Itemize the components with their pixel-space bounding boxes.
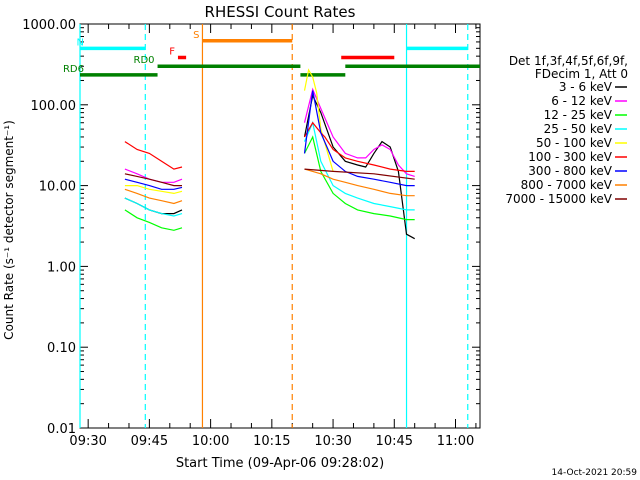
series-line bbox=[124, 120, 415, 217]
series-line bbox=[124, 93, 415, 240]
x-tick-label: 09:45 bbox=[131, 434, 168, 449]
legend-entry-label: 6 - 12 keV bbox=[551, 94, 613, 108]
flag-label-s: S bbox=[193, 30, 199, 41]
legend-entry-label: 800 - 7000 keV bbox=[521, 178, 613, 192]
y-tick-label: 100.00 bbox=[31, 99, 77, 114]
legend-entry-label: 7000 - 15000 keV bbox=[505, 192, 612, 206]
y-axis-label: Count Rate (s⁻¹ detector segment⁻¹) bbox=[2, 120, 16, 340]
legend-entry-label: 12 - 25 keV bbox=[544, 108, 613, 122]
y-tick-label: 1000.00 bbox=[22, 18, 76, 33]
series-line bbox=[124, 90, 415, 190]
legend-entry-label: 100 - 300 keV bbox=[528, 150, 612, 164]
series-line bbox=[124, 121, 415, 172]
y-tick-label: 10.00 bbox=[39, 180, 76, 195]
x-axis-label: Start Time (09-Apr-06 09:28:02) bbox=[176, 456, 384, 471]
legend-entry-label: 300 - 800 keV bbox=[528, 164, 612, 178]
x-tick-label: 10:15 bbox=[253, 434, 290, 449]
plot-area: 0.01 0.10 1.00 10.00 100.00 1000.00 09:30 09:45… bbox=[22, 18, 481, 449]
flag-label-rd6: RD6 bbox=[63, 64, 84, 75]
legend-header: Det 1f,3f,4f,5f,6f,9f, bbox=[509, 54, 628, 68]
plot-frame bbox=[79, 23, 481, 429]
series-line bbox=[124, 168, 415, 205]
chart-title: RHESSI Count Rates bbox=[205, 3, 356, 21]
flag-label-rd0: RD0 bbox=[134, 55, 155, 66]
x-tick-label: 09:30 bbox=[69, 434, 106, 449]
series-line bbox=[124, 87, 415, 183]
footer-date: 14-Oct-2021 20:59 bbox=[552, 468, 638, 478]
y-tick-label: 1.00 bbox=[47, 260, 76, 275]
flag-label-f: F bbox=[169, 46, 175, 57]
legend: Det 1f,3f,4f,5f,6f,9f,FDecim 1, Att 03 -… bbox=[505, 54, 628, 206]
legend-entry-label: 25 - 50 keV bbox=[544, 122, 613, 136]
legend-header: FDecim 1, Att 0 bbox=[535, 67, 628, 81]
series-line bbox=[124, 135, 415, 231]
y-tick-label: 0.01 bbox=[47, 422, 76, 437]
series-line bbox=[124, 68, 334, 195]
flag-label-n: N bbox=[77, 37, 84, 48]
x-tick-label: 10:45 bbox=[376, 434, 413, 449]
legend-entry-label: 50 - 100 keV bbox=[536, 136, 613, 150]
x-tick-label: 10:00 bbox=[192, 434, 229, 449]
legend-entry-label: 3 - 6 keV bbox=[559, 80, 613, 94]
x-tick-label: 11:00 bbox=[437, 434, 474, 449]
series-line bbox=[124, 168, 415, 187]
y-tick-label: 0.10 bbox=[47, 341, 76, 356]
x-tick-label: 10:30 bbox=[314, 434, 351, 449]
